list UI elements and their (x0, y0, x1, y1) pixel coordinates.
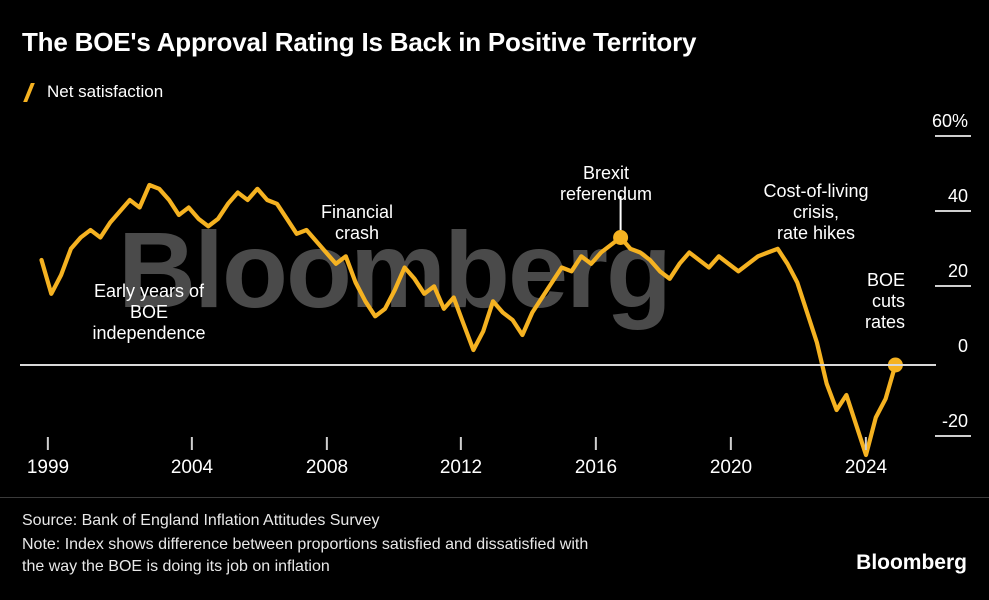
brexit-data-marker (613, 230, 629, 245)
x-axis-label-2004: 2004 (170, 457, 214, 478)
x-axis-tick-2024: 2024 (845, 437, 887, 479)
x-axis-label-2008: 2008 (305, 457, 349, 478)
x-axis-tick-2004: 2004 (171, 437, 213, 479)
y-axis-tick-0: 0 (887, 337, 971, 355)
x-axis-mark-2004 (191, 437, 193, 450)
footer-divider (0, 497, 989, 498)
x-axis-tick-2016: 2016 (575, 437, 617, 479)
x-axis-mark-2024 (865, 437, 867, 450)
x-axis-label-1999: 1999 (26, 457, 70, 478)
page-title: The BOE's Approval Rating Is Back in Pos… (22, 27, 697, 57)
annotation-boe-cuts-rates: BOE cuts rates (864, 270, 905, 333)
y-axis-rule-20 (935, 285, 971, 287)
y-axis-label-0: 0 (957, 336, 968, 356)
x-axis-tick-1999: 1999 (27, 437, 69, 479)
y-axis-label-minus20: -20 (941, 411, 968, 431)
x-axis-mark-1999 (47, 437, 49, 450)
y-axis-tick-20: 20 (887, 262, 971, 287)
x-axis-tick-2012: 2012 (440, 437, 482, 479)
x-axis-label-2024: 2024 (844, 457, 888, 478)
x-axis-tick-2008: 2008 (306, 437, 348, 479)
x-axis-label-2016: 2016 (574, 457, 618, 478)
y-axis-label-20: 20 (947, 261, 968, 281)
y-axis-rule-minus20 (935, 435, 971, 437)
y-axis-tick-minus20: -20 (887, 412, 971, 437)
note-text: Note: Index shows difference between pro… (22, 536, 589, 576)
y-axis-tick-40: 40 (887, 187, 971, 212)
annotation-early-years: Early years of BOE independence (92, 281, 206, 344)
y-axis-tick-60: 60% (887, 112, 971, 137)
annotation-cost-of-living: Cost-of-living crisis, rate hikes (763, 181, 869, 244)
x-axis-tick-2020: 2020 (710, 437, 752, 479)
x-axis-mark-2020 (730, 437, 732, 450)
annotation-financial-crash: Financial crash (320, 202, 394, 244)
x-axis-mark-2016 (595, 437, 597, 450)
bloomberg-watermark: Bloomberg (118, 209, 672, 330)
annotation-brexit-referendum: Brexit referendum (559, 163, 653, 205)
legend-item-label: Net satisfaction (47, 82, 164, 101)
x-axis-label-2020: 2020 (709, 457, 753, 478)
bloomberg-logo: Bloomberg (856, 551, 967, 574)
net-satisfaction-line (39, 182, 898, 458)
y-axis-rule-40 (935, 210, 971, 212)
x-axis-mark-2012 (460, 437, 462, 450)
source-text: Source: Bank of England Inflation Attitu… (22, 512, 380, 529)
y-axis-rule-60 (935, 135, 971, 137)
y-axis-label-60: 60% (931, 111, 968, 131)
zero-baseline (20, 364, 936, 366)
chart-legend: Net satisfaction (22, 82, 163, 102)
x-axis-label-2012: 2012 (439, 457, 483, 478)
x-axis-mark-2008 (326, 437, 328, 450)
y-axis-label-40: 40 (947, 186, 968, 206)
